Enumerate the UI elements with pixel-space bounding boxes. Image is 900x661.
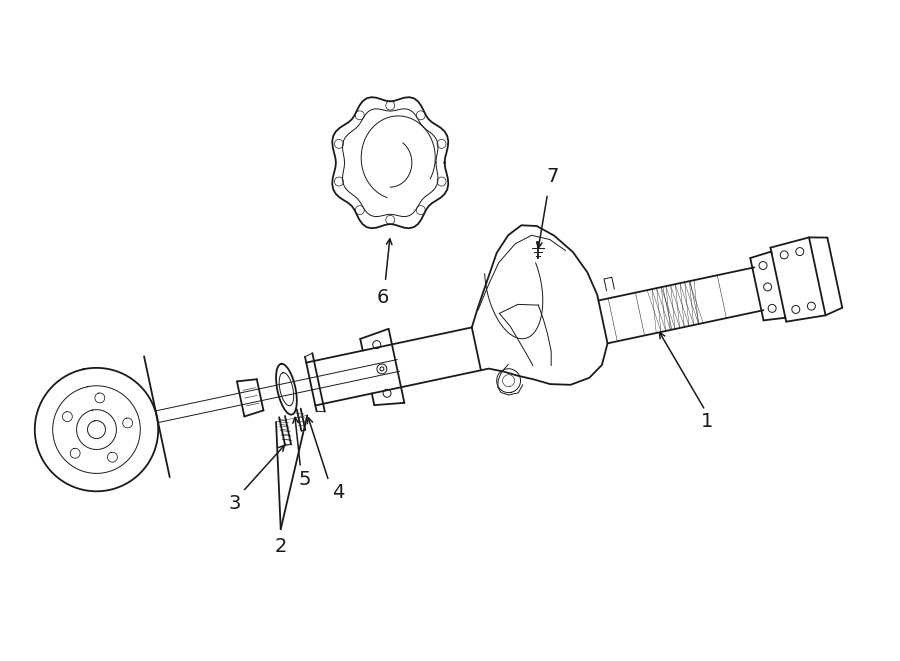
Text: 7: 7 — [546, 167, 559, 186]
Text: 4: 4 — [332, 483, 345, 502]
Text: 6: 6 — [377, 288, 390, 307]
Text: 3: 3 — [229, 494, 241, 513]
Text: 1: 1 — [701, 412, 714, 432]
Text: 2: 2 — [274, 537, 287, 556]
Text: 5: 5 — [298, 470, 310, 488]
